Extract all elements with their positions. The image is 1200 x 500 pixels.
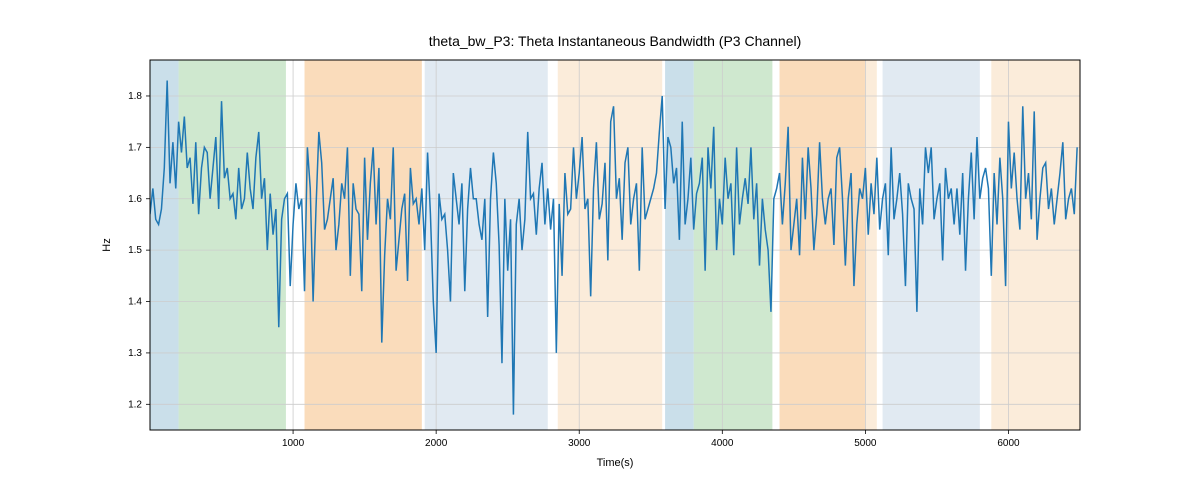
x-tick-label: 2000 <box>425 438 448 449</box>
span-0 <box>150 60 179 430</box>
y-tick-label: 1.7 <box>128 142 142 153</box>
y-tick-label: 1.5 <box>128 245 142 256</box>
y-axis-label: Hz <box>101 238 113 251</box>
span-8 <box>865 60 876 430</box>
x-tick-label: 6000 <box>997 438 1020 449</box>
x-tick-label: 1000 <box>282 438 305 449</box>
chart-title: theta_bw_P3: Theta Instantaneous Bandwid… <box>429 33 802 49</box>
span-4 <box>558 60 662 430</box>
x-tick-label: 4000 <box>711 438 734 449</box>
y-tick-label: 1.8 <box>128 91 142 102</box>
chart-container: 1000 2000 3000 4000 5000 6000 1.2 1.3 1.4 1.5 1.6 1… <box>0 0 1200 500</box>
y-tick-label: 1.6 <box>128 194 142 205</box>
x-tick-label: 3000 <box>568 438 591 449</box>
y-tick-label: 1.4 <box>128 297 142 308</box>
span-5 <box>665 60 694 430</box>
y-tick-label: 1.2 <box>128 399 142 410</box>
x-axis-label: Time(s) <box>597 457 634 469</box>
x-tick-label: 5000 <box>854 438 877 449</box>
span-1 <box>179 60 286 430</box>
y-tick-label: 1.3 <box>128 348 142 359</box>
chart-svg: 1000 2000 3000 4000 5000 6000 1.2 1.3 1.4 1.5 1.6 1… <box>0 0 1200 500</box>
